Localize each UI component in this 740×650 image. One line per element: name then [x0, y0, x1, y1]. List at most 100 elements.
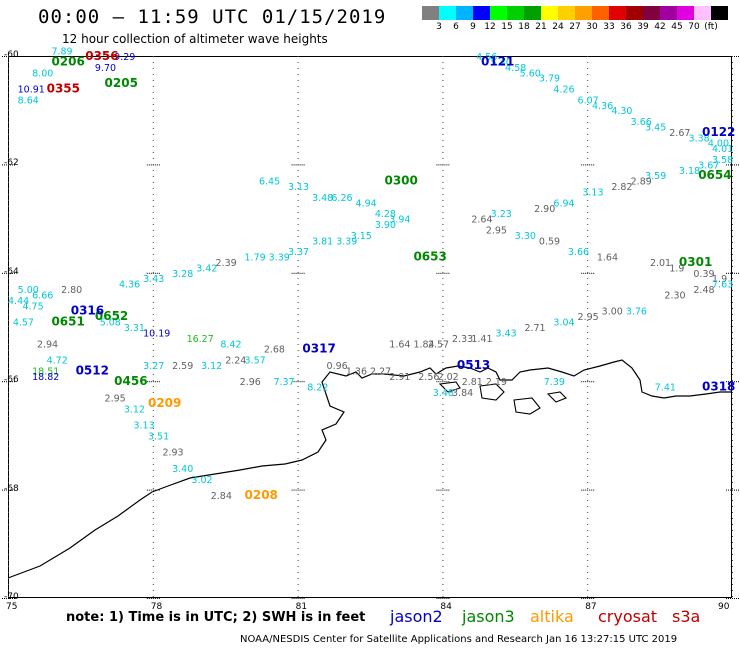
grid-dot [585, 598, 587, 599]
grid-dot [8, 386, 9, 387]
grid-dot [4, 381, 5, 383]
swh-value: 1.9 [669, 263, 684, 274]
x-tick-label: 75 [6, 602, 18, 612]
swh-value: 3.90 [375, 220, 396, 231]
grid-dot [726, 272, 727, 274]
grid-dot [8, 206, 9, 207]
x-tick-label: 81 [295, 602, 308, 612]
grid-dot [587, 362, 589, 363]
grid-dot [8, 290, 9, 291]
grid-dot [444, 381, 446, 383]
grid-dot [148, 381, 150, 383]
swh-value: 2.27 [370, 366, 391, 377]
grid-dot [732, 572, 733, 573]
grid-dot [587, 560, 589, 561]
grid-dot [299, 56, 301, 57]
color-swatch [456, 6, 473, 20]
grid-dot [442, 560, 444, 561]
grid-dot [732, 248, 733, 249]
grid-dot [8, 404, 9, 405]
grid-dot [14, 272, 15, 274]
grid-dot [2, 56, 3, 57]
grid-dot [8, 194, 9, 195]
grid-dot [297, 506, 299, 507]
grid-dot [297, 254, 299, 255]
grid-dot [587, 356, 589, 357]
grid-dot [732, 488, 733, 489]
grid-dot [587, 272, 589, 273]
grid-dot [726, 489, 727, 491]
swh-value: 1.9 [712, 274, 727, 285]
grid-dot [732, 296, 733, 297]
grid-dot [732, 410, 733, 411]
grid-dot [152, 548, 154, 549]
grid-dot [442, 248, 444, 249]
grid-dot [732, 380, 733, 381]
swh-value: 4.58 [505, 63, 526, 74]
grid-dot [8, 116, 9, 117]
grid-dot [8, 362, 9, 363]
color-swatch [473, 6, 490, 20]
legend-jason2: jason2 [390, 607, 443, 626]
grid-dot [587, 374, 589, 375]
grid-dot [734, 598, 735, 599]
grid-dot [442, 296, 444, 297]
grid-dot [587, 314, 589, 315]
grid-dot [152, 158, 154, 159]
grid-dot [732, 158, 733, 159]
grid-dot [158, 381, 160, 383]
grid-dot [8, 326, 9, 327]
swh-value: 4.36 [119, 280, 140, 291]
pass-time-label: 0300 [384, 174, 417, 188]
grid-dot [297, 224, 299, 225]
grid-dot [442, 254, 444, 255]
grid-dot [297, 74, 299, 75]
grid-dot [297, 598, 299, 599]
grid-dot [12, 598, 13, 599]
grid-dot [295, 598, 297, 599]
grid-dot [297, 566, 299, 567]
grid-dot [732, 308, 733, 309]
grid-dot [442, 68, 444, 69]
grid-dot [442, 272, 444, 273]
grid-dot [587, 134, 589, 135]
grid-dot [587, 554, 589, 555]
grid-dot [442, 260, 444, 261]
pass-time-label: 0122 [702, 125, 735, 139]
grid-dot [152, 260, 154, 261]
grid-dot [295, 489, 297, 491]
grid-dot [8, 381, 9, 383]
grid-dot [293, 381, 295, 383]
grid-dot [732, 338, 733, 339]
color-swatch [660, 6, 677, 20]
grid-dot [152, 164, 154, 165]
grid-dot [732, 164, 733, 165]
grid-dot [301, 489, 303, 491]
grid-dot [732, 422, 733, 423]
grid-dot [442, 350, 444, 351]
grid-dot [301, 56, 303, 57]
grid-dot [8, 422, 9, 423]
grid-dot [738, 489, 739, 491]
swh-value: 6.66 [32, 290, 53, 301]
grid-dot [442, 326, 444, 327]
grid-dot [152, 560, 154, 561]
grid-dot [732, 260, 733, 261]
grid-dot [4, 56, 5, 57]
grid-dot [446, 489, 448, 491]
grid-dot [293, 598, 295, 599]
grid-dot [152, 230, 154, 231]
grid-dot [587, 158, 589, 159]
grid-dot [589, 598, 591, 599]
grid-dot [8, 332, 9, 333]
swh-value: 4.56 [476, 52, 497, 63]
grid-dot [726, 56, 727, 57]
swh-value: 3.28 [172, 269, 193, 280]
swh-value: 3.39 [336, 236, 357, 247]
grid-dot [303, 381, 305, 383]
grid-dot [152, 440, 154, 441]
grid-dot [442, 398, 444, 399]
grid-dot [732, 188, 733, 189]
swh-value: 3.31 [124, 323, 145, 334]
ice-island-1 [479, 383, 505, 401]
